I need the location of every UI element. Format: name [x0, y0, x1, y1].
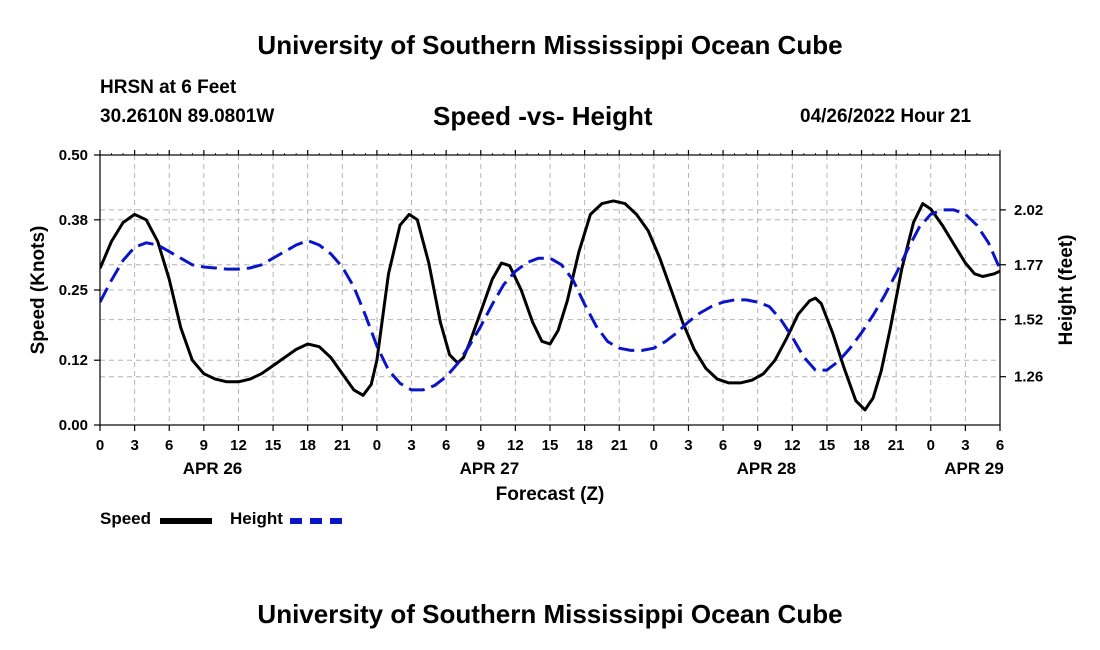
x-tick-label: 9 — [754, 437, 762, 454]
axes: 0.00 0.12 0.25 0.38 0.50 1.26 1.52 1.77 2.02 0 3 6 9… — [59, 147, 1043, 478]
x-tick-label: 12 — [230, 437, 247, 454]
x-tick-label: 6 — [442, 437, 450, 454]
x-tick-label: 9 — [477, 437, 485, 454]
footer-title: University of Southern Mississippi Ocean… — [257, 599, 843, 629]
y-tick-label: 0.38 — [59, 212, 88, 229]
x-tick-label: 9 — [200, 437, 208, 454]
x-tick-label: 3 — [407, 437, 415, 454]
x-axis-title: Forecast (Z) — [496, 484, 605, 505]
y-axis-title: Speed (Knots) — [28, 226, 49, 355]
x-tick-label: 18 — [853, 437, 870, 454]
y-tick-label: 0.25 — [59, 282, 88, 299]
x-tick-label: 0 — [96, 437, 104, 454]
x-tick-label: 3 — [961, 437, 969, 454]
x-tick-label: 0 — [927, 437, 935, 454]
x-date-label: APR 29 — [944, 459, 1004, 478]
x-tick-label: 6 — [996, 437, 1004, 454]
x-tick-label: 21 — [334, 437, 351, 454]
grid — [100, 155, 1000, 425]
legend-height-swatch — [290, 518, 342, 524]
x-tick-label: 0 — [650, 437, 658, 454]
series-line-speed — [100, 199, 1000, 412]
y2-axis-title: Height (feet) — [1056, 235, 1077, 346]
x-tick-label: 18 — [299, 437, 316, 454]
legend-height-label: Height — [230, 509, 283, 528]
legend-speed-swatch — [160, 518, 212, 524]
x-tick-label: 18 — [576, 437, 593, 454]
series-line-height — [100, 208, 1000, 392]
x-tick-label: 3 — [684, 437, 692, 454]
series-layer — [100, 199, 1000, 412]
y-tick-label: 0.12 — [59, 352, 88, 369]
y-tick-label: 0.00 — [59, 417, 88, 434]
x-date-label: APR 26 — [183, 459, 243, 478]
y2-tick-label: 1.52 — [1014, 312, 1043, 329]
x-tick-label: 6 — [165, 437, 173, 454]
x-tick-label: 15 — [819, 437, 836, 454]
station-label: HRSN at 6 Feet — [100, 77, 237, 98]
x-tick-label: 6 — [719, 437, 727, 454]
station-coordinates: 30.2610N 89.0801W — [100, 106, 275, 127]
y2-tick-label: 1.77 — [1014, 257, 1043, 274]
x-tick-label: 12 — [784, 437, 801, 454]
x-tick-label: 15 — [542, 437, 559, 454]
x-date-label: APR 27 — [460, 459, 520, 478]
forecast-datetime: 04/26/2022 Hour 21 — [800, 106, 972, 127]
legend-speed-label: Speed — [100, 509, 152, 528]
x-tick-label: 21 — [611, 437, 628, 454]
x-tick-label: 0 — [373, 437, 381, 454]
y2-tick-label: 1.26 — [1014, 369, 1043, 386]
x-date-label: APR 28 — [737, 459, 797, 478]
chart-subtitle: Speed -vs- Height — [433, 101, 653, 131]
x-tick-label: 15 — [265, 437, 282, 454]
x-tick-label: 21 — [888, 437, 905, 454]
y2-tick-label: 2.02 — [1014, 202, 1043, 219]
x-tick-label: 3 — [130, 437, 138, 454]
chart-main-title: University of Southern Mississippi Ocean… — [257, 30, 843, 60]
x-tick-label: 12 — [507, 437, 524, 454]
y-tick-label: 0.50 — [59, 147, 88, 164]
